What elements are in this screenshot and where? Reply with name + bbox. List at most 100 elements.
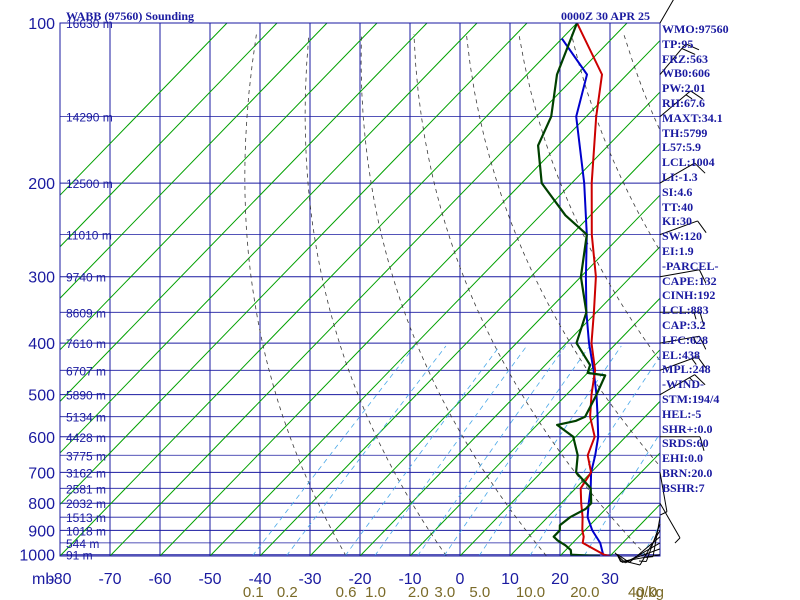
wind-barb-shaft (659, 0, 674, 24)
temperature-trace (576, 23, 611, 556)
height-label: 2032 m (66, 497, 106, 511)
isotherm-line (309, 194, 660, 556)
mixing-ratio-label: 1.0 (365, 584, 386, 600)
index-line: TH:5799 (662, 125, 708, 140)
index-line: SRDS:60 (662, 436, 709, 451)
mixing-ratio-line (478, 345, 622, 556)
index-line: RH:67.6 (662, 95, 705, 110)
index-line: WB0:606 (662, 66, 710, 81)
pressure-tick-label: 900 (28, 523, 55, 540)
mixing-ratio-line (443, 345, 590, 556)
wind-barb-flag (694, 162, 706, 174)
wind-barb-shaft (659, 335, 700, 344)
mixing-ratio-line (417, 345, 566, 556)
dry-adiabat-line (466, 34, 660, 467)
station-title: WABB (97560) Sounding (66, 9, 195, 23)
wind-barb-half-flag (691, 358, 697, 365)
mixing-ratio-line (344, 345, 501, 556)
height-label: 4428 m (66, 431, 106, 445)
index-line: MAXT:34.1 (662, 110, 723, 125)
wind-barb-half-flag (693, 312, 697, 320)
index-line: CAP:3.2 (662, 317, 706, 332)
wind-barb-half-flag (685, 94, 693, 100)
pressure-tick-label: 700 (28, 465, 55, 482)
isotherm-line (60, 23, 228, 196)
wind-barb-half-flag (693, 337, 698, 344)
dry-adiabat-line (413, 34, 647, 556)
wind-barb-flag (699, 436, 705, 451)
mixing-ratio-line (286, 345, 447, 556)
mixing-ratio-unit: g/kg (636, 584, 664, 600)
wind-barb-flag (697, 356, 707, 369)
wind-barb-half-flag (617, 556, 623, 563)
isotherm-line (109, 23, 628, 556)
index-line: EI:1.9 (662, 243, 694, 258)
isotherm-line (259, 142, 660, 556)
wind-barb-flag (625, 561, 641, 566)
mixing-ratio-label: 10.0 (516, 584, 545, 600)
temperature-tick-label: -10 (398, 571, 421, 588)
height-label: 5890 m (66, 389, 106, 403)
wind-barb-flag (617, 553, 630, 563)
isotherm-line (509, 400, 660, 556)
mixing-ratio-label: 0.2 (277, 584, 298, 600)
plot-frame (59, 22, 661, 557)
height-label: 3775 m (66, 449, 106, 463)
mixing-ratio-label: 5.0 (469, 584, 490, 600)
index-line: TT:40 (662, 199, 694, 214)
height-label: 11010 m (66, 229, 112, 243)
isotherm-line (459, 349, 660, 556)
wind-barb-shaft (659, 502, 681, 539)
height-label: 12500 m (66, 177, 113, 191)
isotherm-line (359, 246, 660, 556)
index-line: EHI:0.0 (662, 451, 704, 466)
pressure-tick-label: 1000 (19, 548, 55, 565)
index-line: PW:2.01 (662, 81, 706, 96)
wind-barb-flag (694, 374, 706, 386)
isotherm-line (60, 23, 328, 299)
wind-barb-shaft (659, 162, 695, 184)
temperature-tick-label: 30 (601, 571, 619, 588)
wind-barb-flag (698, 269, 707, 284)
isotherm-line (409, 297, 660, 556)
index-line: CINH:192 (662, 288, 716, 303)
mixing-ratio-line (374, 345, 528, 556)
temperature-tick-label: 10 (501, 571, 519, 588)
wind-barb-half-flag (639, 560, 647, 562)
mixing-ratio-label: 20.0 (570, 584, 599, 600)
mixing-ratio-label: 0.1 (243, 584, 264, 600)
height-label: 91 m (66, 549, 93, 563)
temperature-tick-label: -40 (248, 571, 271, 588)
pressure-unit-label: mb (32, 571, 54, 588)
index-line: EL:438 (662, 347, 701, 362)
wind-barbs-layer (614, 0, 707, 566)
height-label: 16630 m (66, 17, 113, 31)
pressure-tick-label: 500 (28, 388, 55, 405)
height-label: 1513 m (66, 511, 106, 525)
mixing-ratio-label: 3.0 (434, 584, 455, 600)
index-line: MPL:248 (662, 362, 711, 377)
wind-barb-flag (681, 48, 696, 55)
wind-barb-shaft (629, 536, 661, 563)
index-line: SHR+:0.0 (662, 421, 713, 436)
height-label: 6707 m (66, 364, 106, 378)
mixing-ratio-line (529, 355, 660, 556)
mixing-ratio-label: 40.0 (628, 584, 657, 600)
index-line: LFC:628 (662, 332, 708, 347)
index-line: SI:4.6 (662, 184, 693, 199)
wind-barb-flag (685, 43, 700, 51)
mixing-ratio-line (641, 524, 660, 556)
index-line: FRZ:563 (662, 51, 708, 66)
temperature-tick-label: -50 (198, 571, 221, 588)
mixing-ratio-label: 2.0 (408, 584, 429, 600)
index-line: L57:5.9 (662, 140, 701, 155)
temperature-tick-label: 20 (551, 571, 569, 588)
wind-barb-flag (614, 552, 626, 564)
pressure-tick-label: 100 (28, 16, 55, 33)
temperature-tick-label: -20 (348, 571, 371, 588)
isotherm-line (559, 452, 660, 556)
wind-barb-flag (697, 220, 707, 233)
index-line: KI:30 (662, 214, 692, 229)
